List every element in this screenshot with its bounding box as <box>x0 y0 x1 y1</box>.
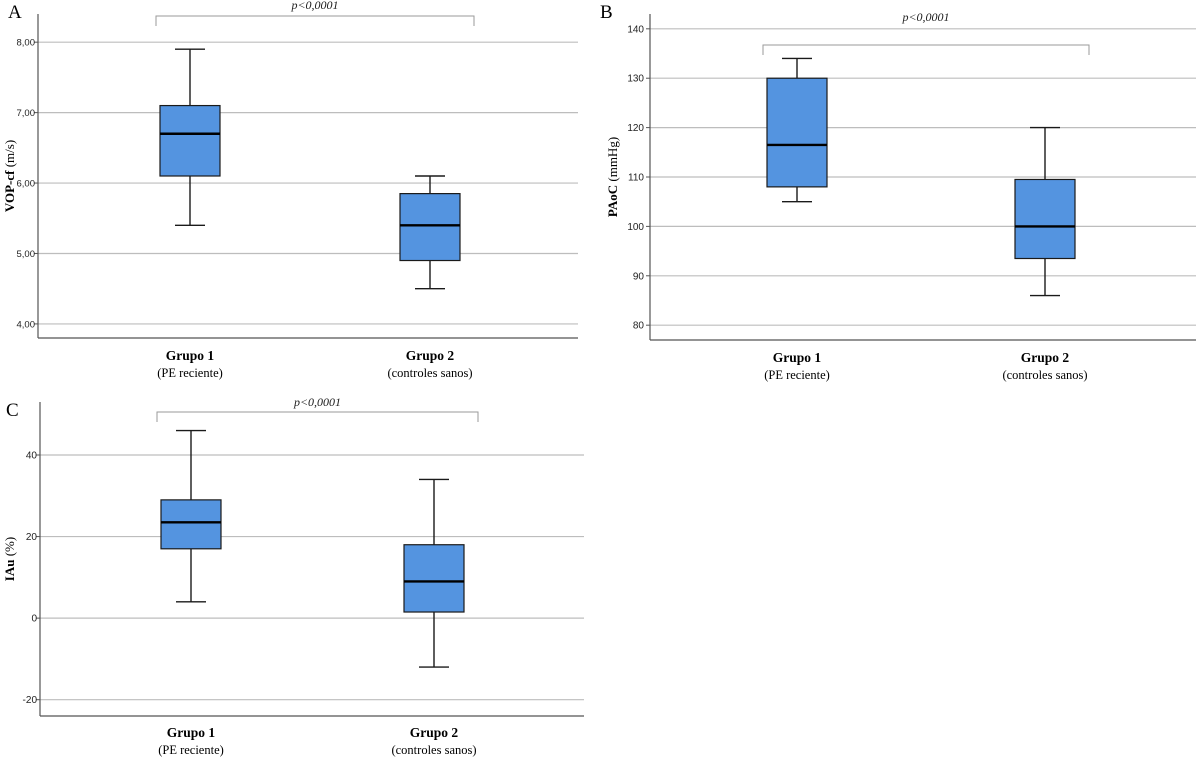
x-category-sublabel: (PE reciente) <box>158 743 224 757</box>
significance-bracket <box>156 411 479 422</box>
chart-panel-b: B 80 90 100 110 120 130 140 PAoC (mmHg) p<0,0001 G… <box>600 2 1196 382</box>
y-tick-label: 6,00 <box>17 179 36 190</box>
chart-panel-a: A 4,00 5,00 6,00 7,00 8,00 VOP-cf (m/s) p<0,000… <box>2 0 578 380</box>
x-category-sublabel: (PE reciente) <box>157 366 223 380</box>
x-category-label: Grupo 2 <box>410 725 459 740</box>
y-axis-title-variable: IAu <box>2 560 17 582</box>
box-iqr <box>160 499 222 550</box>
x-category-sublabel: (controles sanos) <box>1002 368 1087 382</box>
significance-bracket <box>762 44 1090 55</box>
y-axis-title-variable: VOP-cf <box>2 170 17 212</box>
y-tick-label: 90 <box>633 271 645 282</box>
y-axis-title-unit: (%) <box>2 537 17 560</box>
x-category-sublabel: (PE reciente) <box>764 368 830 382</box>
y-tick-label: 40 <box>26 451 38 462</box>
x-category-label: Grupo 1 <box>166 348 215 363</box>
y-tick-label: 0 <box>31 614 37 625</box>
y-axis-title-unit: (m/s) <box>2 140 17 171</box>
y-axis-title-unit: (mmHg) <box>605 137 620 185</box>
box-iqr <box>159 104 221 177</box>
y-tick-label: -20 <box>23 695 38 706</box>
x-category-label: Grupo 1 <box>773 350 822 365</box>
y-tick-label: 120 <box>627 123 644 134</box>
x-category-label: Grupo 2 <box>406 348 455 363</box>
panel-label: B <box>600 2 613 23</box>
panel-label: A <box>8 2 22 23</box>
y-tick-label: 80 <box>633 321 645 332</box>
y-tick-label: 20 <box>26 532 38 543</box>
box-iqr <box>1014 178 1076 260</box>
x-category-label: Grupo 1 <box>167 725 216 740</box>
x-category-sublabel: (controles sanos) <box>391 743 476 757</box>
y-tick-label: 4,00 <box>17 319 36 330</box>
y-tick-label: 130 <box>627 74 644 85</box>
x-category-sublabel: (controles sanos) <box>387 366 472 380</box>
y-tick-label: 110 <box>628 173 644 184</box>
box-iqr <box>399 193 461 262</box>
y-tick-label: 8,00 <box>17 38 36 49</box>
y-tick-label: 140 <box>627 24 644 35</box>
y-axis-title: PAoC (mmHg) <box>605 137 620 217</box>
x-category-label: Grupo 2 <box>1021 350 1070 365</box>
box-iqr <box>766 77 828 188</box>
y-axis-title-variable: PAoC <box>605 185 620 217</box>
chart-panel-c: C -20 0 20 40 IAu (%) p<0,0001 Grupo 1 (PE recie… <box>2 395 584 757</box>
significance-bracket <box>155 15 475 26</box>
panel-label: C <box>6 400 19 421</box>
y-axis-title: VOP-cf (m/s) <box>2 140 17 212</box>
y-tick-label: 5,00 <box>17 249 36 260</box>
y-tick-label: 100 <box>627 222 644 233</box>
significance-label: p<0,0001 <box>901 10 949 24</box>
y-axis-title: IAu (%) <box>2 537 17 581</box>
significance-label: p<0,0001 <box>290 0 338 12</box>
significance-label: p<0,0001 <box>293 395 341 409</box>
y-tick-label: 7,00 <box>17 108 36 119</box>
box-iqr <box>403 544 465 613</box>
